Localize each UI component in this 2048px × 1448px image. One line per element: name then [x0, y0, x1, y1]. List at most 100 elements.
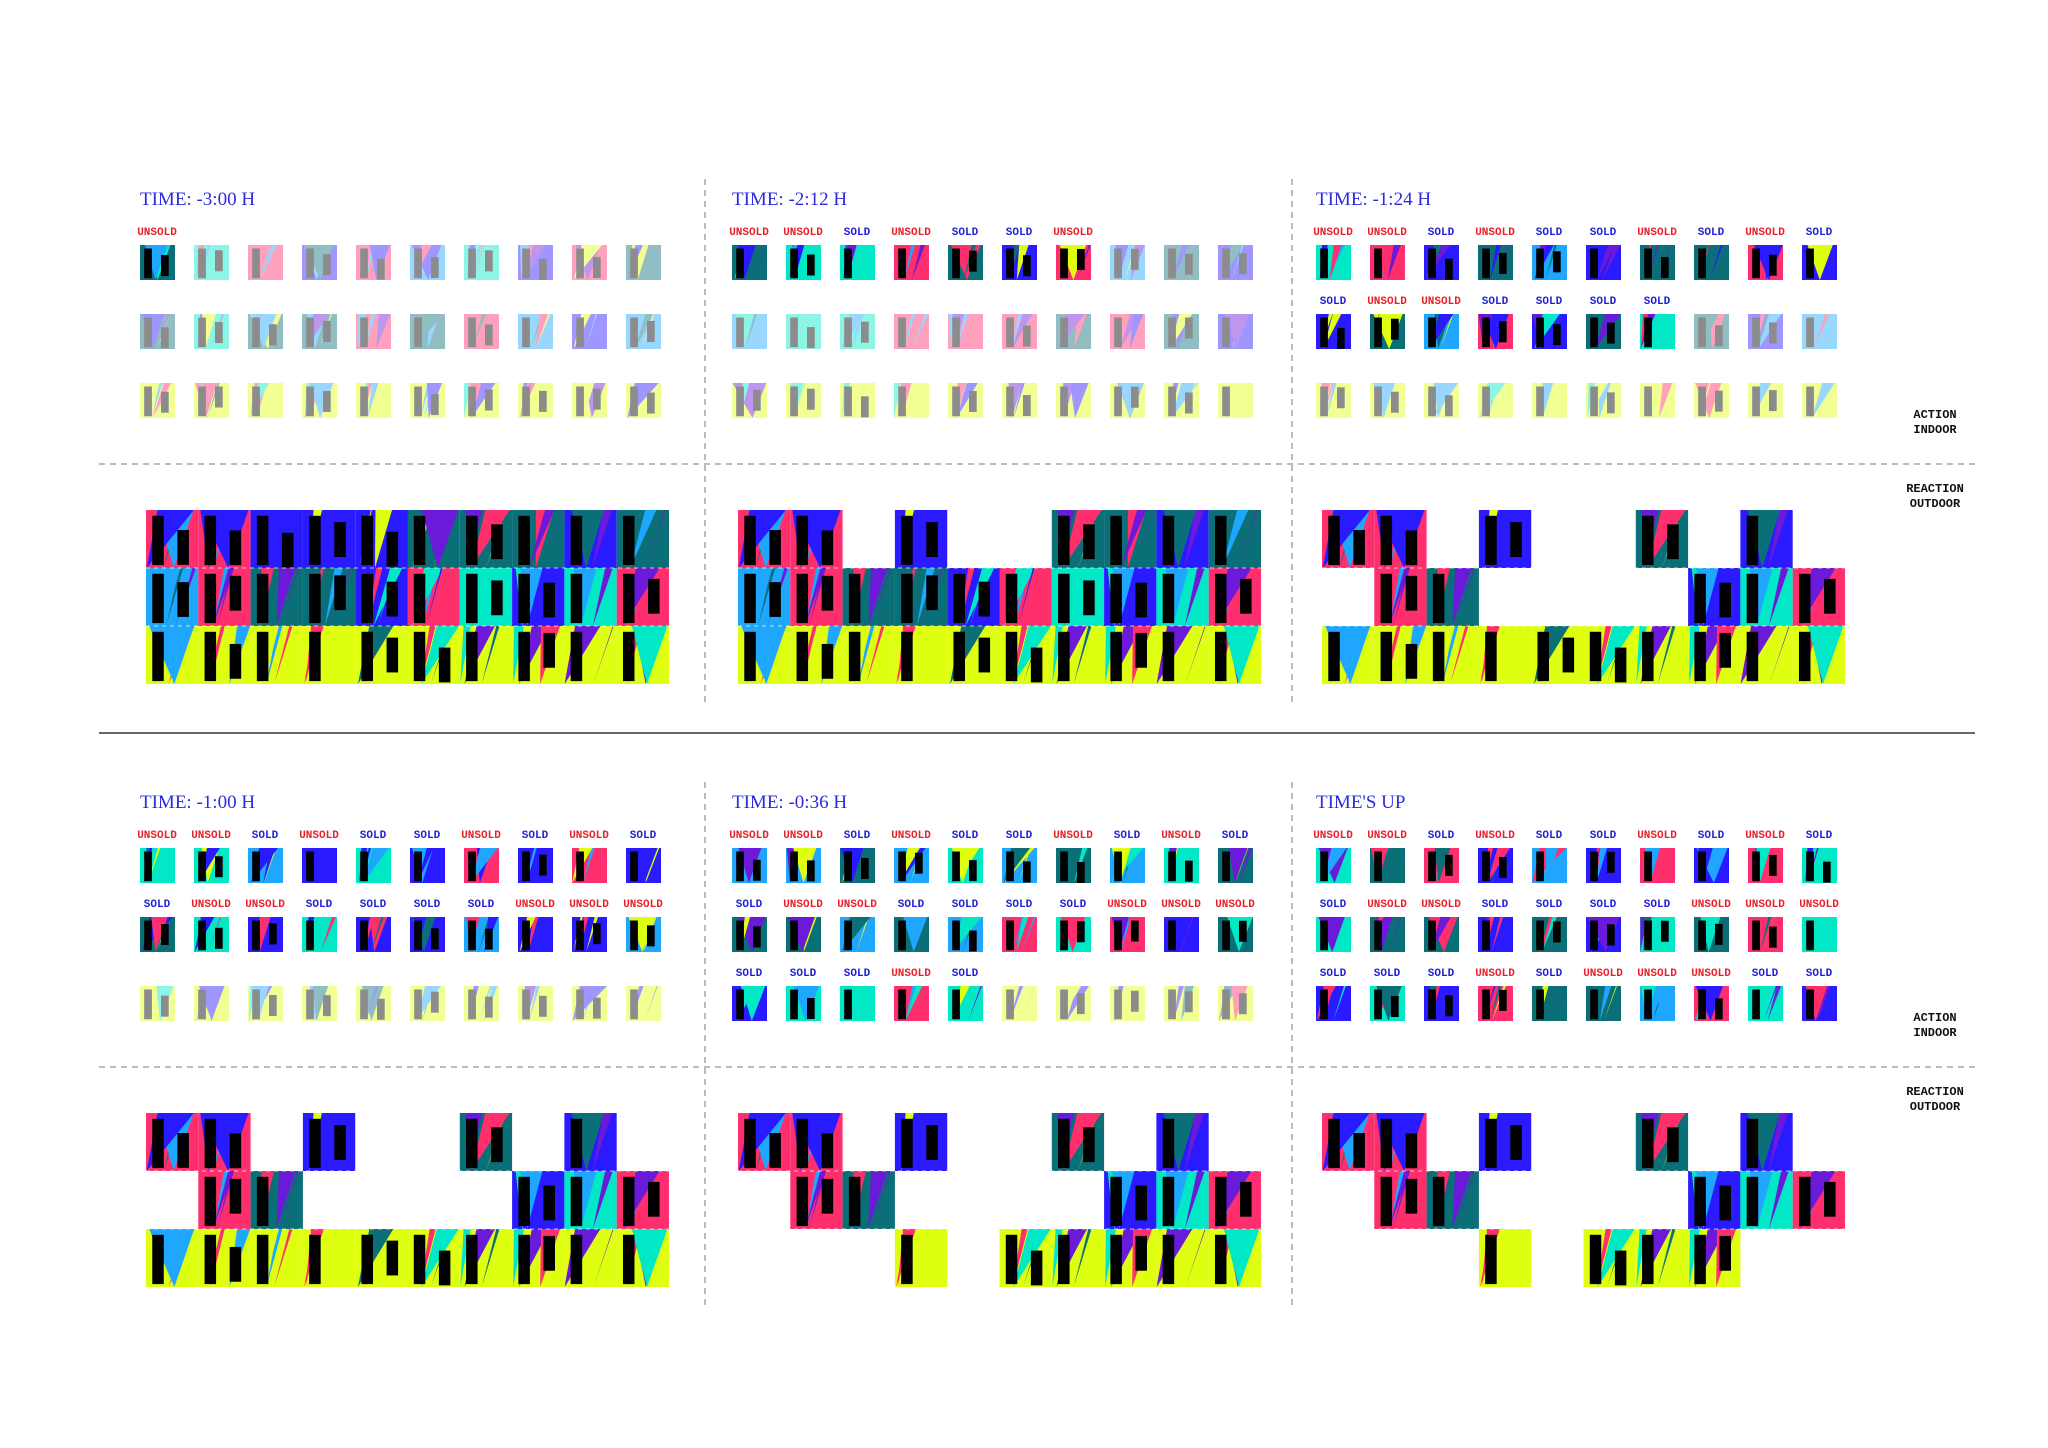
letter-stroke [1719, 1185, 1731, 1221]
letter-stroke [1482, 920, 1490, 951]
status-label: UNSOLD [729, 830, 769, 842]
letter-stroke [1694, 1176, 1706, 1227]
indoor-grid: UNSOLD UNSOLD SOLD UNSOLD SOLD SOLD UNSOLD SOLD… [729, 830, 1255, 1021]
letter-stroke [256, 1176, 269, 1227]
fade [248, 245, 283, 280]
tile-stripe [793, 986, 820, 1021]
fade [194, 314, 229, 349]
letter-stroke [1644, 248, 1652, 279]
letter-stroke [1607, 851, 1615, 873]
letter-stroke [386, 581, 399, 617]
letter-stroke [1752, 920, 1760, 951]
status-label: UNSOLD [1745, 227, 1785, 239]
letter-stroke [1798, 1176, 1811, 1227]
letter-stroke [256, 573, 269, 624]
letter-stroke [1644, 317, 1652, 348]
tile-stripe [470, 848, 498, 883]
tile-stripe [644, 848, 658, 883]
tile-stripe [1455, 568, 1475, 626]
fade [1478, 383, 1513, 418]
tile-stripe [868, 568, 888, 626]
tile-stripe [916, 568, 935, 626]
letter-stroke [491, 1127, 503, 1163]
tile-stripe [1502, 1229, 1522, 1287]
tile-stripe [1657, 1229, 1676, 1287]
status-label: SOLD [1644, 296, 1671, 308]
status-label: UNSOLD [191, 830, 231, 842]
letter-stroke [229, 530, 242, 566]
tile-stripe [430, 626, 452, 684]
letter-stroke [1135, 632, 1147, 668]
letter-stroke [1769, 854, 1777, 876]
status-label: SOLD [468, 899, 495, 911]
tile-stripe [1323, 986, 1334, 1021]
status-label: SOLD [1428, 227, 1455, 239]
letter-stroke [1715, 923, 1723, 945]
tile-stripe [528, 510, 555, 568]
status-label: UNSOLD [1691, 899, 1731, 911]
facade [146, 1113, 669, 1287]
letter-stroke [790, 248, 798, 279]
letter-stroke [630, 851, 638, 882]
fade [626, 986, 661, 1021]
letter-stroke [576, 920, 584, 951]
fade [1370, 383, 1405, 418]
status-label: SOLD [844, 227, 871, 239]
facade [1322, 510, 1845, 684]
fade [464, 245, 499, 280]
letter-stroke [518, 631, 530, 682]
status-label: UNSOLD [891, 227, 931, 239]
letter-stroke [414, 851, 422, 882]
letter-stroke [215, 927, 223, 949]
tile-stripe [1545, 848, 1559, 883]
tile-stripe [266, 626, 283, 684]
tile-stripe [871, 568, 891, 626]
tile-stripe [208, 917, 221, 952]
fade [1164, 383, 1199, 418]
letter-stroke [413, 515, 426, 566]
letter-stroke [1005, 631, 1018, 682]
fade [1748, 383, 1783, 418]
letter-stroke [1083, 524, 1095, 560]
fade [786, 314, 821, 349]
letter-stroke [978, 637, 991, 673]
letter-stroke [1661, 257, 1669, 279]
letter-stroke [414, 920, 422, 951]
fade [302, 245, 337, 280]
time-label: TIME: -0:36 H [732, 792, 847, 813]
letter-stroke [848, 631, 861, 682]
tile-stripe [1223, 626, 1260, 684]
letter-stroke [309, 1234, 321, 1285]
letter-stroke [622, 631, 635, 682]
tile-stripe [592, 568, 613, 626]
tile-stripe [903, 917, 928, 952]
tile-stripe [1491, 917, 1504, 952]
status-label: UNSOLD [1583, 968, 1623, 980]
tile-stripe [1021, 917, 1036, 952]
letter-stroke [281, 532, 294, 568]
letter-stroke [1590, 920, 1598, 951]
letter-stroke [1698, 920, 1706, 951]
tile-stripe [1769, 626, 1790, 684]
letter-stroke [821, 1178, 834, 1214]
tile-stripe [738, 848, 762, 883]
letter-stroke [1428, 920, 1436, 951]
facade [146, 510, 669, 684]
status-label: SOLD [1806, 227, 1833, 239]
letter-stroke [1694, 631, 1706, 682]
letter-stroke [1482, 851, 1490, 882]
status-label: SOLD [1060, 899, 1087, 911]
letter-stroke [468, 920, 476, 951]
letter-stroke [1353, 530, 1365, 565]
letter-stroke [1644, 851, 1652, 882]
tile-stripe [856, 917, 869, 952]
fade [518, 986, 553, 1021]
tile-stripe [1603, 986, 1617, 1021]
fade [1218, 986, 1253, 1021]
tile-stripe [1430, 314, 1454, 349]
fade [464, 314, 499, 349]
tile-stripe [1120, 510, 1147, 568]
letter-stroke [744, 1118, 756, 1169]
letter-stroke [926, 1125, 938, 1160]
tile-stripe [1599, 986, 1612, 1021]
